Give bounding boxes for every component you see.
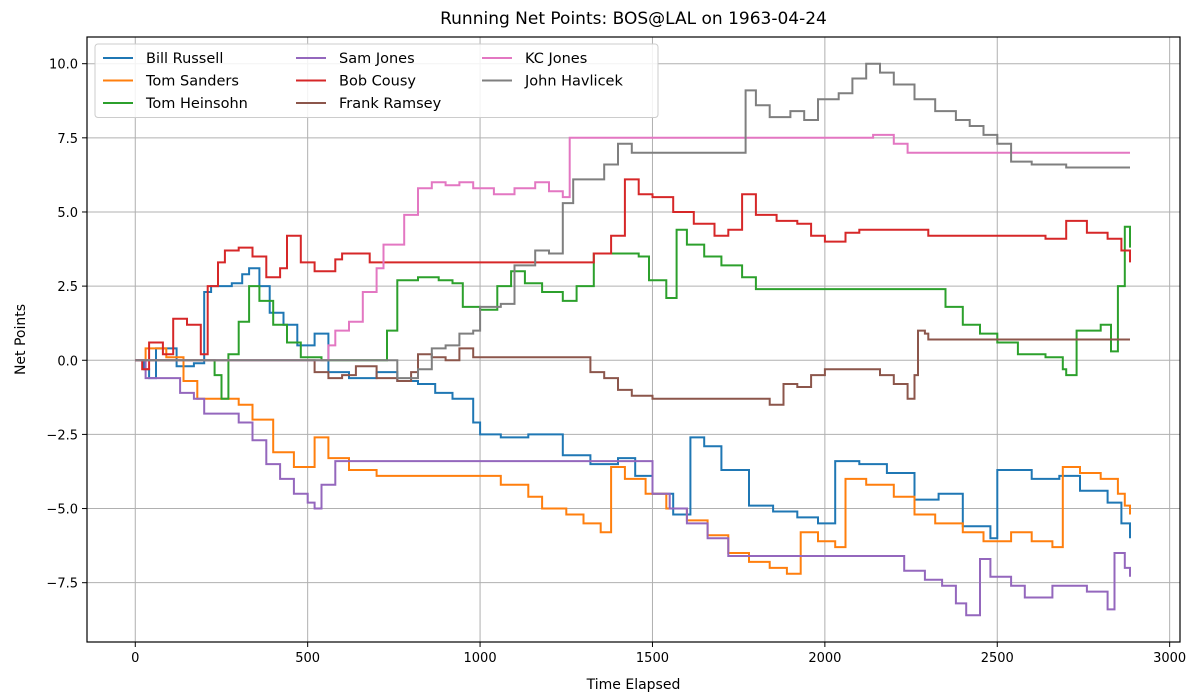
series-line-bob-cousy	[135, 178, 1131, 371]
legend-label: Tom Sanders	[145, 74, 239, 90]
x-tick-label: 2000	[808, 651, 841, 666]
series-line-bill-russell	[135, 267, 1131, 540]
x-tick-label: 500	[295, 651, 320, 666]
legend-label: KC Jones	[525, 51, 587, 67]
series-lines	[135, 62, 1131, 617]
y-tick-label: −2.5	[46, 428, 78, 443]
x-tick-label: 1500	[636, 651, 669, 666]
y-axis-title: Net Points	[13, 304, 29, 375]
series-line-john-havlicek	[135, 62, 1130, 380]
series-line-sam-jones	[135, 359, 1131, 617]
series-line-tom-heinsohn	[135, 225, 1131, 400]
x-tick-label: 2500	[981, 651, 1014, 666]
legend: Bill Russell Tom Sanders Tom Heinsohn Sam J…	[94, 43, 659, 118]
legend-label: Frank Ramsey	[339, 96, 442, 112]
y-axis-ticks: −7.5 −5.0 −2.5 0.0 2.5 5.0 7.5 10.0	[46, 58, 87, 592]
x-tick-label: 1000	[464, 651, 497, 666]
plot-frame	[86, 36, 1181, 643]
legend-label: Sam Jones	[339, 51, 415, 67]
legend-label: Tom Heinsohn	[145, 96, 248, 112]
x-tick-label: 0	[131, 651, 139, 666]
legend-box	[94, 43, 659, 118]
y-tick-label: −7.5	[46, 577, 78, 592]
x-axis-ticks: 0 500 1000 1500 2000 2500 3000	[131, 642, 1186, 666]
legend-label: Bob Cousy	[339, 74, 416, 90]
series-line-kc-jones	[135, 133, 1130, 362]
series-line-frank-ramsey	[135, 329, 1130, 406]
y-tick-label: 5.0	[57, 206, 78, 221]
legend-label: John Havlicek	[524, 74, 623, 90]
x-tick-label: 3000	[1153, 651, 1186, 666]
y-tick-label: 0.0	[57, 354, 78, 369]
legend-label: Bill Russell	[146, 51, 223, 67]
x-axis-title: Time Elapsed	[586, 677, 681, 693]
y-tick-label: 10.0	[49, 58, 78, 73]
y-tick-label: 2.5	[57, 280, 78, 295]
chart-title: Running Net Points: BOS@LAL on 1963-04-2…	[440, 9, 827, 29]
y-tick-label: −5.0	[46, 503, 78, 518]
y-tick-label: 7.5	[57, 132, 78, 147]
